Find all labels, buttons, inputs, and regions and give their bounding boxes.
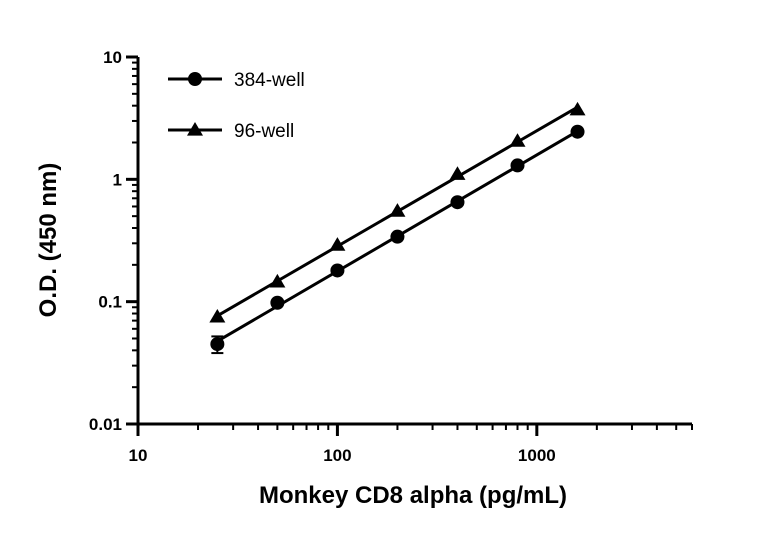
x-axis-title: Monkey CD8 alpha (pg/mL) bbox=[259, 482, 567, 509]
x-tick-label: 1000 bbox=[518, 446, 556, 465]
data-point-96-well bbox=[569, 101, 586, 116]
series-384-well bbox=[210, 124, 585, 355]
y-tick-label: 0.01 bbox=[89, 415, 122, 434]
data-point-384-well bbox=[570, 124, 585, 139]
data-point-96-well bbox=[389, 203, 406, 217]
data-point-384-well bbox=[510, 158, 525, 173]
data-point-96-well bbox=[269, 273, 286, 288]
y-tick-label: 1 bbox=[113, 170, 122, 189]
y-axis-title: O.D. (450 nm) bbox=[35, 163, 62, 318]
legend-item-96-well: 96-well bbox=[168, 121, 294, 142]
data-point-96-well bbox=[449, 166, 466, 180]
data-point-384-well bbox=[330, 263, 345, 278]
data-point-384-well bbox=[270, 295, 285, 310]
axes: 10 100 1000 0.01 0.1 1 10 bbox=[89, 48, 693, 465]
series-96-well bbox=[209, 101, 586, 323]
data-point-96-well bbox=[509, 133, 526, 147]
data-point-384-well bbox=[210, 337, 225, 352]
series-layer bbox=[209, 101, 586, 355]
legend-label: 96-well bbox=[234, 121, 294, 142]
data-point-96-well bbox=[209, 308, 226, 323]
legend: 384-well 96-well bbox=[168, 70, 305, 142]
legend-label: 384-well bbox=[234, 70, 305, 91]
legend-item-384-well: 384-well bbox=[168, 70, 305, 91]
data-point-384-well bbox=[450, 195, 465, 210]
data-point-384-well bbox=[390, 229, 405, 244]
x-tick-label: 100 bbox=[323, 446, 351, 465]
legend-marker bbox=[187, 122, 203, 136]
x-tick-label: 10 bbox=[129, 446, 148, 465]
data-point-96-well bbox=[329, 237, 346, 251]
y-tick-label: 0.1 bbox=[98, 293, 122, 312]
y-tick-label: 10 bbox=[103, 48, 122, 67]
legend-marker bbox=[188, 72, 202, 86]
